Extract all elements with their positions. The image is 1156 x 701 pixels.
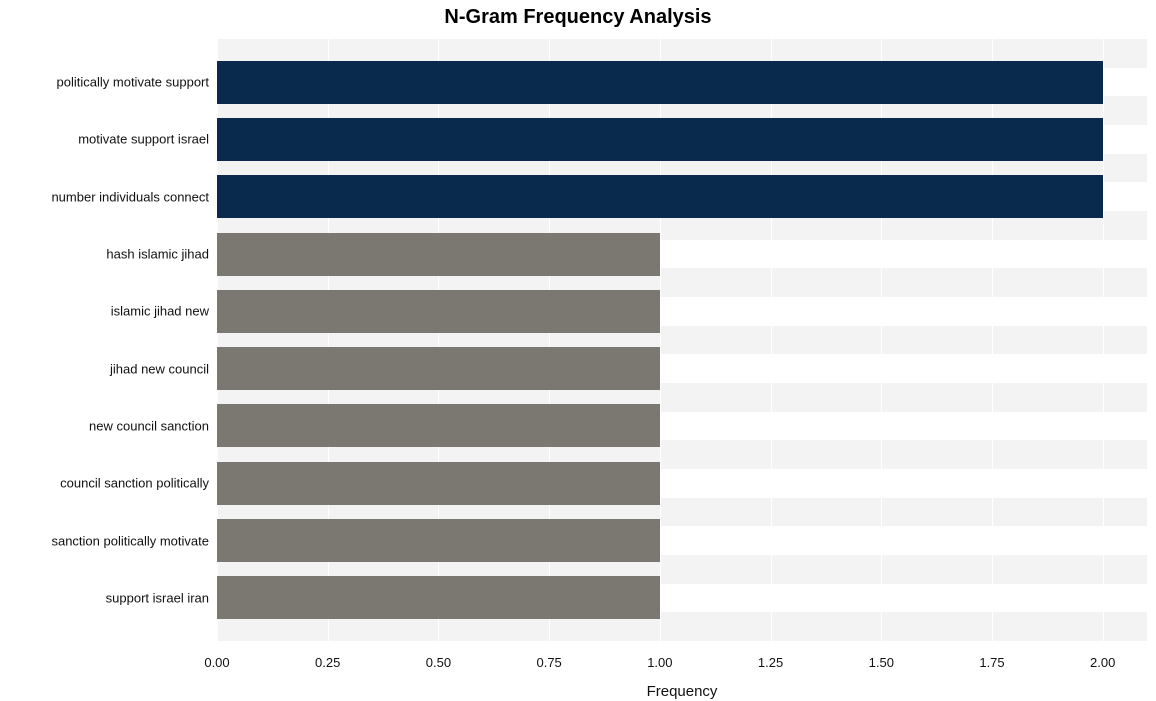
x-axis-label: Frequency xyxy=(217,645,1147,700)
bar xyxy=(217,347,660,390)
bar xyxy=(217,519,660,562)
y-tick-label: jihad new council xyxy=(110,361,217,376)
ngram-frequency-chart: N-Gram Frequency Analysis politically mo… xyxy=(0,0,1156,701)
y-tick-label: council sanction politically xyxy=(60,476,217,491)
bar xyxy=(217,118,1103,161)
gridline xyxy=(1103,35,1104,645)
y-tick-label: sanction politically motivate xyxy=(51,533,217,548)
plot-area: politically motivate supportmotivate sup… xyxy=(217,35,1147,645)
y-tick-label: support israel iran xyxy=(106,590,217,605)
bar xyxy=(217,290,660,333)
chart-title: N-Gram Frequency Analysis xyxy=(0,6,1156,29)
bar xyxy=(217,576,660,619)
bar xyxy=(217,462,660,505)
y-tick-label: new council sanction xyxy=(89,418,217,433)
bar xyxy=(217,233,660,276)
y-tick-label: motivate support israel xyxy=(78,132,217,147)
bar xyxy=(217,404,660,447)
y-tick-label: number individuals connect xyxy=(51,189,217,204)
y-tick-label: politically motivate support xyxy=(57,75,217,90)
bar xyxy=(217,175,1103,218)
bar xyxy=(217,61,1103,104)
y-tick-label: islamic jihad new xyxy=(111,304,217,319)
y-tick-label: hash islamic jihad xyxy=(106,247,217,262)
